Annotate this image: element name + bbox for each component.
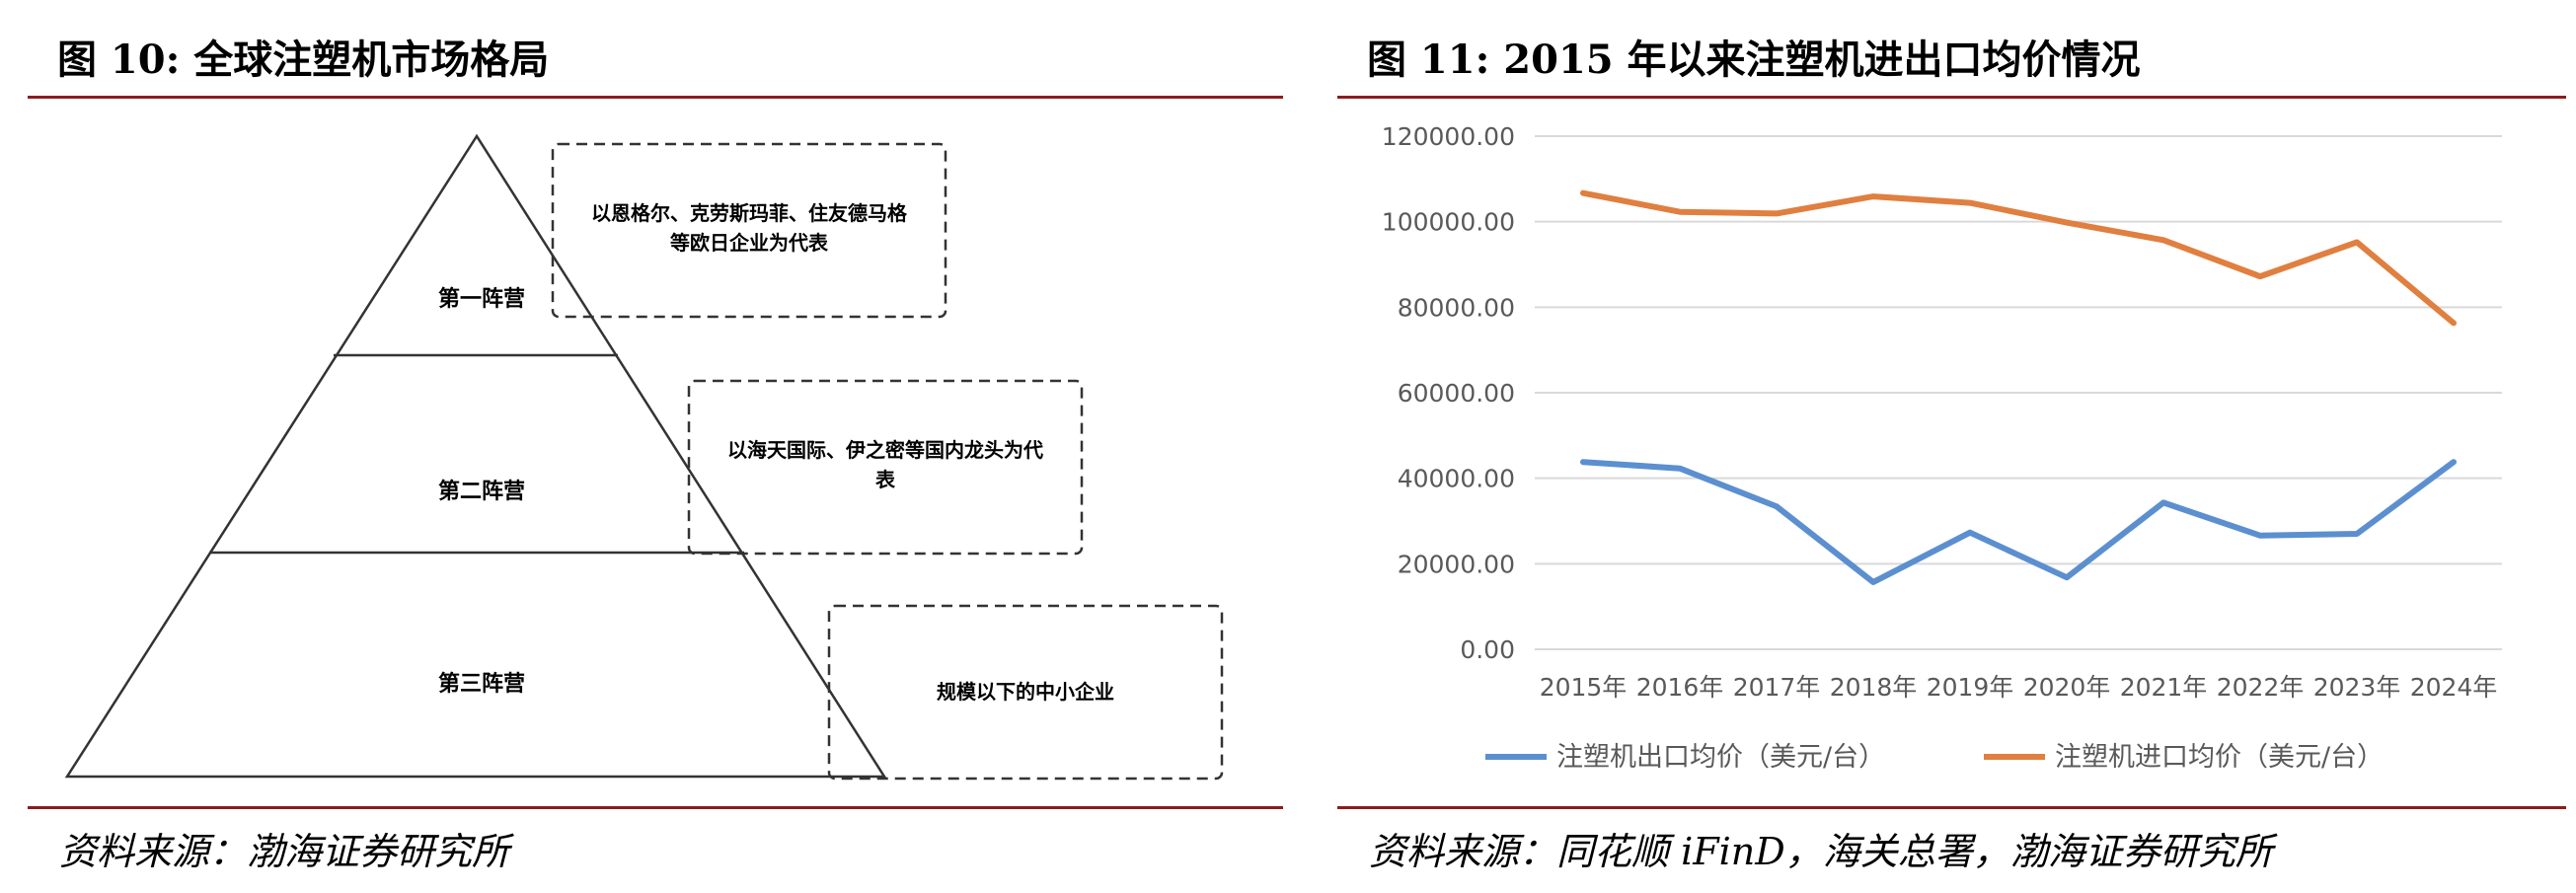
tier-3-label: 第三阵营 [438, 671, 525, 697]
y-tick-label: 0.00 [1460, 635, 1515, 664]
x-tick-label: 2021年 [2120, 673, 2208, 702]
pyramid-diagram: 第一阵营 第二阵营 第三阵营 以恩格尔、克劳斯玛菲、住友德马格等欧日企业为代表 … [64, 133, 1224, 781]
pyramid-outline [64, 133, 887, 779]
tier-2-callout-box [687, 379, 1084, 556]
right-title-rule [1337, 96, 2566, 99]
line-chart: 0.00 20000.00 40000.00 60000.00 80000.00 1000… [1382, 122, 2502, 773]
y-tick-label: 120000.00 [1382, 122, 1515, 151]
tier-2-label: 第二阵营 [438, 479, 525, 504]
y-tick-label: 40000.00 [1398, 465, 1515, 493]
tier-1-description: 以恩格尔、克劳斯玛菲、住友德马格等欧日企业为代表 [591, 201, 908, 255]
x-tick-label: 2016年 [1636, 673, 1724, 702]
tier-2-description: 以海天国际、伊之密等国内龙头为代表 [727, 438, 1043, 491]
tier-1-label: 第一阵营 [438, 286, 525, 312]
left-source-rule [28, 806, 1283, 809]
legend-label-1: 注塑机出口均价（美元/台） [1556, 742, 1885, 773]
tier-3-callout-box [827, 604, 1224, 781]
y-tick-label: 100000.00 [1382, 208, 1515, 237]
left-figure-title: 图 10: 全球注塑机市场格局 [57, 37, 550, 83]
x-tick-label: 2019年 [1927, 673, 2014, 702]
y-tick-label: 80000.00 [1398, 293, 1515, 322]
left-figure-panel: 图 10: 全球注塑机市场格局 第一阵营 第二阵营 第三阵营 以恩格尔、克劳斯玛… [28, 0, 1283, 893]
y-tick-label: 60000.00 [1398, 379, 1515, 408]
x-tick-label: 2015年 [1540, 673, 1628, 702]
tier-1-callout-box [551, 142, 947, 319]
series-line-1 [1580, 459, 2457, 585]
right-source-note: 资料来源：同花顺 iFinD，海关总署，渤海证券研究所 [1369, 830, 2273, 873]
y-tick-label: 20000.00 [1398, 550, 1515, 578]
x-tick-label: 2024年 [2410, 673, 2498, 702]
left-source-note: 资料来源：渤海证券研究所 [59, 830, 510, 873]
legend-label-2: 注塑机进口均价（美元/台） [2055, 742, 2384, 773]
left-title-rule [28, 96, 1283, 99]
right-figure-panel: 图 11: 2015 年以来注塑机进出口均价情况 0.00 20000.00 400… [1337, 0, 2566, 893]
chart-title: 图 11: 2015 年以来注塑机进出口均价情况 [1367, 37, 2141, 83]
right-source-rule [1337, 806, 2566, 809]
x-tick-label: 2022年 [2217, 673, 2305, 702]
x-tick-label: 2023年 [2313, 673, 2401, 702]
x-tick-label: 2020年 [2023, 673, 2111, 702]
tier-3-description: 规模以下的中小企业 [937, 680, 1114, 704]
series-line-2 [1580, 189, 2457, 327]
x-tick-label: 2017年 [1733, 673, 1821, 702]
x-tick-label: 2018年 [1830, 673, 1918, 702]
